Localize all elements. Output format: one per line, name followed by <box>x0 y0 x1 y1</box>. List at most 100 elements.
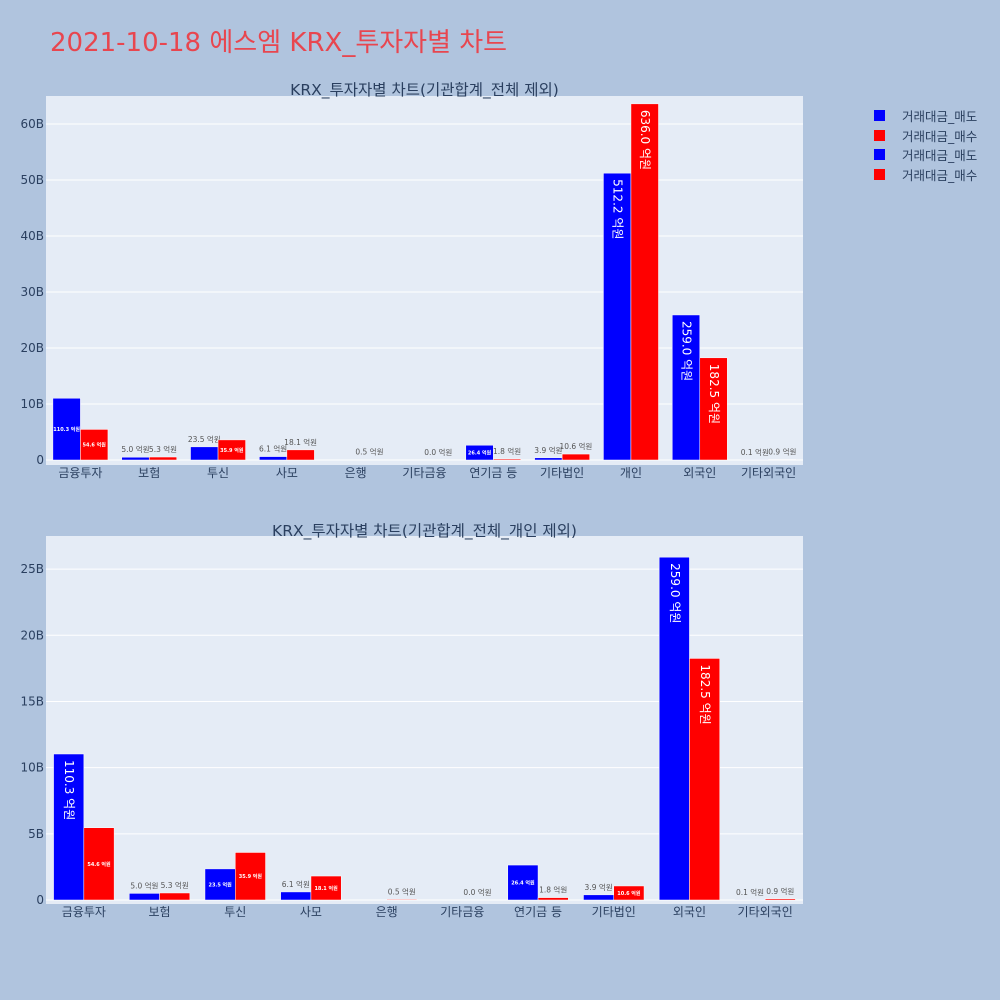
legend-label: 거래대금_매수 <box>902 128 978 144</box>
chart-title: KRX_투자자별 차트(기관합계_전체 제외) <box>290 81 559 100</box>
data-label: 3.9 억원 <box>585 883 613 892</box>
bar-buy <box>159 892 191 901</box>
data-label: 1.8 억원 <box>539 886 567 895</box>
data-label: 18.1 억원 <box>284 438 317 447</box>
legend-label: 거래대금_매도 <box>902 109 978 125</box>
bar-sell <box>129 893 160 901</box>
y-tick-label: 15B <box>20 694 44 708</box>
data-label: 0.0 억원 <box>424 448 452 457</box>
legend-item[interactable]: 거래대금_매수 <box>874 165 977 185</box>
data-label: 18.1 억원 <box>314 885 338 892</box>
legend-swatch-sell <box>874 149 885 161</box>
data-label: 5.3 억원 <box>161 881 189 890</box>
bar-buy <box>217 439 246 461</box>
bar-sell <box>204 868 236 901</box>
data-label: 0.0 억원 <box>463 888 491 897</box>
bar-buy <box>310 875 342 901</box>
x-tick-label: 외국인 <box>673 905 706 919</box>
y-tick-label: 5B <box>28 827 44 841</box>
x-tick-label: 기타외국인 <box>738 905 793 919</box>
data-label: 23.5 억원 <box>208 881 232 888</box>
legend-label: 거래대금_매수 <box>902 167 978 183</box>
bar-sell <box>583 894 614 901</box>
bar-buy <box>764 898 796 901</box>
bar-sell <box>259 456 288 461</box>
y-tick-label: 40B <box>20 229 44 243</box>
data-label: 0.5 억원 <box>388 887 416 896</box>
bar-sell <box>280 891 312 901</box>
x-tick-label: 기타금융 <box>402 466 446 480</box>
data-label: 0.9 억원 <box>766 887 794 896</box>
x-tick-label: 기타금융 <box>440 905 484 919</box>
x-tick-label: 사모 <box>300 905 322 919</box>
data-label: 636.0 억원 <box>638 110 652 170</box>
data-label: 3.9 억원 <box>534 446 562 455</box>
data-label: 5.3 억원 <box>149 445 177 454</box>
bar-sell <box>507 864 539 901</box>
x-tick-label: 연기금 등 <box>514 905 562 919</box>
data-label: 35.9 억원 <box>239 873 263 880</box>
y-tick-label: 0 <box>36 893 44 907</box>
bar-buy <box>493 458 522 461</box>
bar-sell <box>190 446 219 461</box>
x-tick-label: 사모 <box>276 466 298 480</box>
bar-buy <box>768 459 797 461</box>
bar-buy <box>537 897 569 901</box>
y-tick-label: 25B <box>20 562 44 576</box>
bar-buy <box>699 357 728 461</box>
x-tick-label: 기타법인 <box>592 905 636 919</box>
bar-sell <box>52 397 81 461</box>
legend-swatch-sell <box>874 110 885 122</box>
x-tick-label: 기타외국인 <box>741 466 796 480</box>
data-label: 6.1 억원 <box>259 445 287 454</box>
data-label: 10.6 억원 <box>559 442 592 451</box>
x-tick-label: 투신 <box>207 466 229 480</box>
legend-item[interactable]: 거래대금_매도 <box>874 106 977 126</box>
x-tick-label: 투신 <box>224 905 246 919</box>
data-label: 0.5 억원 <box>355 448 383 457</box>
bar-sell <box>603 172 632 461</box>
bar-sell <box>465 444 494 461</box>
bar-buy <box>561 453 590 461</box>
bar-sell <box>671 314 701 461</box>
legend-label: 거래대금_매도 <box>902 148 978 164</box>
x-tick-label: 금융투자 <box>62 905 106 919</box>
x-tick-label: 보험 <box>138 466 160 480</box>
bar-buy <box>386 899 418 901</box>
data-label: 6.1 억원 <box>282 880 310 889</box>
chart-title: KRX_투자자별 차트(기관합계_전체_개인 제외) <box>272 522 577 541</box>
data-label: 5.0 억원 <box>130 881 158 890</box>
y-tick-label: 10B <box>20 761 44 775</box>
y-tick-label: 20B <box>20 628 44 642</box>
data-label: 182.5 억원 <box>698 664 712 724</box>
x-tick-label: 개인 <box>620 466 642 480</box>
y-tick-label: 0 <box>36 453 44 467</box>
bar-buy <box>148 456 178 461</box>
legend[interactable]: 거래대금_매도 거래대금_매수 거래대금_매도 거래대금_매수 <box>874 106 977 184</box>
data-label: 1.8 억원 <box>493 447 521 456</box>
legend-swatch-buy <box>874 168 885 180</box>
data-label: 35.9 억원 <box>220 447 244 454</box>
y-tick-label: 20B <box>20 341 44 355</box>
legend-item[interactable]: 거래대금_매수 <box>874 126 977 146</box>
x-tick-label: 금융투자 <box>58 466 102 480</box>
bar-buy <box>80 429 109 461</box>
x-tick-label: 외국인 <box>683 466 716 480</box>
x-tick-label: 기타법인 <box>540 466 584 480</box>
x-tick-label: 연기금 등 <box>469 466 517 480</box>
data-label: 259.0 억원 <box>668 563 682 623</box>
data-label: 0.9 억원 <box>768 447 796 456</box>
bar-sell <box>121 456 150 461</box>
legend-item[interactable]: 거래대금_매도 <box>874 145 977 165</box>
bar-sell <box>658 556 690 901</box>
data-label: 54.6 억원 <box>83 442 107 449</box>
bar-buy <box>235 852 266 901</box>
data-label: 110.3 억원 <box>62 760 76 820</box>
bar-buy <box>286 449 315 461</box>
y-tick-label: 30B <box>20 285 44 299</box>
bar-buy <box>613 885 645 901</box>
data-label: 512.2 억원 <box>611 179 625 239</box>
bar-sell <box>534 457 563 461</box>
data-label: 0.1 억원 <box>741 448 769 457</box>
